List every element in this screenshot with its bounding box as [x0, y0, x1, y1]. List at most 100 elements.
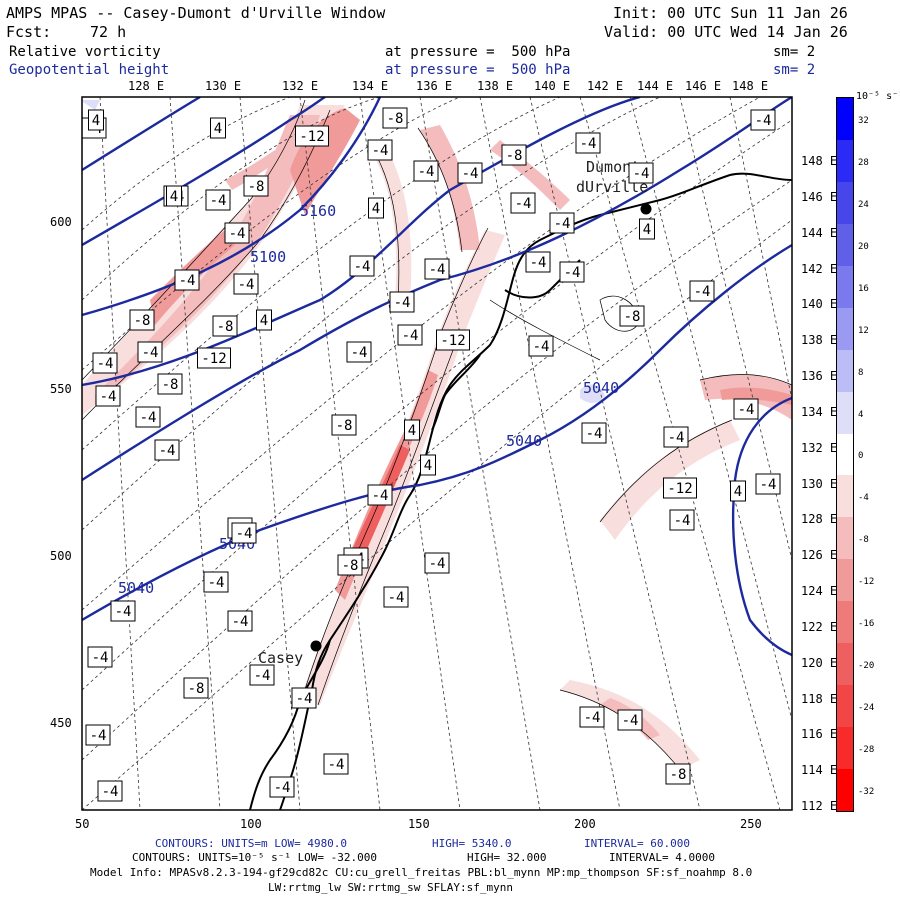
vorticity-colorbar [836, 97, 854, 812]
vorticity-label: -4 [349, 255, 375, 277]
positive-vorticity-shading [82, 100, 605, 403]
vorticity-label: -4 [528, 335, 554, 357]
height-label: 5160 [300, 202, 336, 220]
svg-text:4: 4 [214, 121, 222, 137]
colorbar-segment [837, 475, 853, 518]
vorticity-label: -4 [689, 280, 715, 302]
vorticity-label: -4 [227, 610, 253, 632]
vorticity-label: -8 [129, 309, 155, 331]
svg-text:-4: -4 [755, 113, 772, 129]
svg-text:-8: -8 [336, 418, 353, 434]
colorbar-label: -4 [858, 493, 869, 504]
vorticity-label: -4 [559, 261, 585, 283]
colorbar-label: -24 [858, 703, 875, 714]
y-tick: 450 [50, 716, 72, 730]
vorticity-label: -8 [183, 677, 209, 699]
vorticity-label: -4 [205, 189, 231, 211]
casey-marker [310, 640, 322, 652]
svg-text:-4: -4 [394, 295, 411, 311]
svg-text:-8: -8 [188, 681, 205, 697]
vorticity-label: -8 [243, 175, 269, 197]
vorticity-label: -4 [137, 341, 163, 363]
x-tick: 50 [75, 817, 90, 831]
colorbar-label: -12 [858, 577, 875, 588]
svg-text:-4: -4 [533, 339, 550, 355]
svg-text:-4: -4 [140, 410, 157, 426]
vorticity-label: -4 [249, 664, 275, 686]
model-physics: LW:rrtmg_lw SW:rrtmg_sw SFLAY:sf_mynn [268, 881, 514, 894]
svg-text:-4: -4 [238, 277, 255, 293]
right-lon-label: 142 E [801, 262, 838, 276]
top-lon-label: 130 E [205, 79, 242, 93]
svg-text:-8: -8 [387, 111, 404, 127]
vorticity-label: -8 [382, 107, 408, 129]
svg-text:-4: -4 [90, 728, 107, 744]
vorticity-label: -8 [665, 763, 691, 785]
svg-text:-4: -4 [115, 604, 132, 620]
field1-level: at pressure = 500 hPa [385, 44, 571, 60]
svg-text:-4: -4 [229, 226, 246, 242]
vorticity-label: -4 [203, 571, 229, 593]
field1-name: Relative vorticity [9, 44, 161, 60]
right-lon-label: 136 E [801, 369, 838, 383]
colorbar-label: -32 [858, 787, 875, 797]
right-lon-label: 112 E [801, 799, 838, 813]
model-info: Model Info: MPASv8.2.3-194-gf29cd82c CU:… [90, 866, 753, 879]
vorticity-label: 4 [256, 309, 272, 331]
top-lon-label: 128 E [128, 79, 165, 93]
svg-text:-4: -4 [530, 255, 547, 271]
top-lon-label: 142 E [587, 79, 624, 93]
top-lon-label: 140 E [534, 79, 571, 93]
height-contour-interval: INTERVAL= 60.000 [584, 837, 690, 850]
vorticity-label: -4 [733, 398, 759, 420]
colorbar-label: 12 [858, 325, 869, 336]
vorticity-contour-info: CONTOURS: UNITS=10⁻⁵ s⁻¹ LOW= -32.000 [132, 851, 378, 864]
colorbar-segment [837, 559, 853, 602]
vorticity-label: -8 [331, 414, 357, 436]
colorbar-label: 20 [858, 241, 869, 252]
svg-text:-12: -12 [440, 333, 465, 349]
vorticity-label: -4 [97, 780, 123, 802]
vorticity-label: -4 [581, 422, 607, 444]
colorbar-segment [837, 433, 853, 476]
vorticity-contour-labels: -444-12-8-4-8-4-4-4-4-44-8-8-4-4-12-8-4-… [82, 107, 781, 802]
vorticity-contour-high: HIGH= 32.000 [467, 851, 547, 864]
dumont-durville-marker [640, 203, 652, 215]
colorbar-label: 32 [858, 115, 869, 126]
colorbar-label: 24 [858, 199, 869, 210]
vorticity-contours [82, 99, 792, 773]
top-lon-label: 148 E [732, 79, 769, 93]
top-lon-label: 146 E [685, 79, 722, 93]
vorticity-label: -4 [669, 509, 695, 531]
vorticity-label: -4 [628, 162, 654, 184]
x-tick: 200 [574, 817, 596, 831]
svg-text:4: 4 [372, 201, 380, 217]
colorbar-label: 16 [858, 283, 869, 294]
colorbar-segment [837, 139, 853, 182]
y-tick: 550 [50, 382, 72, 396]
svg-text:-4: -4 [429, 262, 446, 278]
right-lon-label: 128 E [801, 512, 838, 526]
station-label: Dumont [586, 158, 640, 176]
svg-text:-4: -4 [159, 443, 176, 459]
colorbar-segment [837, 769, 853, 811]
forecast-label: Fcst: [6, 23, 52, 41]
vorticity-label: 4 [210, 117, 226, 139]
vorticity-label: -4 [549, 212, 575, 234]
vorticity-label: -4 [510, 192, 536, 214]
right-lon-label: 122 E [801, 620, 838, 634]
svg-text:-4: -4 [102, 784, 119, 800]
svg-text:-12: -12 [201, 351, 226, 367]
top-lon-label: 144 E [637, 79, 674, 93]
right-lon-label: 116 E [801, 727, 838, 741]
colorbar-segment [837, 601, 853, 644]
vorticity-label: -4 [291, 687, 317, 709]
svg-text:-8: -8 [342, 558, 359, 574]
svg-text:-8: -8 [506, 148, 523, 164]
svg-text:-4: -4 [674, 513, 691, 529]
coastline [249, 172, 792, 810]
vorticity-contour-interval: INTERVAL= 4.0000 [609, 851, 715, 864]
vorticity-label: -4 [269, 776, 295, 798]
colorbar-label: -28 [858, 745, 875, 756]
svg-text:4: 4 [734, 484, 742, 500]
